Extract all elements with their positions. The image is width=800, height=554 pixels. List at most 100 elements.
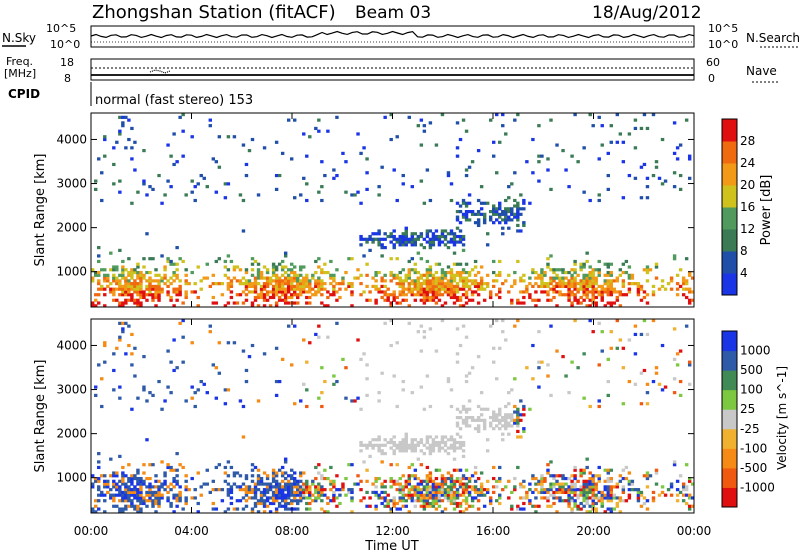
velocity-cell	[449, 501, 454, 506]
velocity-cell	[148, 482, 152, 486]
power-cell	[217, 257, 222, 261]
power-cell	[621, 279, 626, 283]
velocity-cell	[582, 485, 586, 489]
power-cell	[317, 290, 321, 294]
velocity-cell	[452, 443, 457, 447]
velocity-cell	[645, 402, 650, 406]
velocity-cell	[214, 366, 219, 370]
power-cell	[130, 126, 134, 131]
power-cell	[467, 284, 472, 288]
velocity-cell	[223, 479, 228, 483]
velocity-cell	[338, 488, 342, 492]
power-cell	[510, 182, 514, 186]
power-cell	[383, 293, 387, 297]
velocity-cell	[498, 465, 502, 470]
velocity-cell	[416, 499, 421, 503]
velocity-cell	[223, 465, 228, 470]
power-cell	[100, 287, 104, 291]
power-cell	[579, 284, 583, 288]
power-cell	[133, 290, 137, 294]
power-cell	[591, 298, 595, 302]
velocity-cell	[97, 460, 101, 464]
power-cell	[241, 143, 246, 147]
power-cell	[491, 207, 496, 211]
power-cell	[305, 290, 309, 294]
power-cell	[516, 229, 520, 233]
power-cell	[401, 268, 405, 272]
velocity-cell	[323, 488, 327, 492]
velocity-cell	[127, 343, 131, 348]
power-cell	[211, 282, 216, 286]
power-cell	[627, 273, 632, 277]
velocity-cell	[479, 418, 484, 422]
velocity-cell	[546, 499, 550, 503]
velocity-cell	[684, 463, 689, 467]
power-cell	[383, 298, 387, 302]
velocity-cell	[419, 490, 424, 494]
power-cell	[130, 157, 134, 161]
velocity-cell	[389, 319, 393, 323]
power-cell	[389, 113, 393, 117]
power-cell	[407, 115, 411, 119]
velocity-cell	[570, 474, 574, 478]
velocity-cell	[323, 379, 327, 384]
power-cell	[467, 201, 472, 205]
velocity-cell	[169, 468, 173, 472]
velocity-cell	[573, 504, 577, 508]
power-cell	[437, 237, 442, 241]
velocity-cell	[618, 510, 623, 514]
power-cell	[118, 287, 122, 291]
velocity-cell	[413, 499, 418, 503]
velocity-cell	[458, 410, 463, 414]
power-cell	[609, 262, 613, 266]
velocity-cell	[606, 357, 610, 361]
power-cell	[678, 268, 683, 272]
power-cell	[642, 268, 647, 272]
power-cell	[452, 273, 457, 277]
velocity-cell	[410, 474, 415, 478]
power-cell	[570, 284, 574, 288]
velocity-cell	[121, 476, 125, 481]
power-cell	[166, 293, 170, 297]
velocity-cell	[163, 474, 167, 478]
power-cell	[522, 273, 526, 277]
power-cell	[606, 173, 610, 178]
power-cell	[476, 210, 481, 214]
velocity-cell	[124, 507, 128, 511]
power-cell	[675, 146, 680, 150]
velocity-cell	[461, 499, 466, 503]
power-cell	[383, 232, 387, 236]
velocity-cell	[603, 488, 607, 492]
power-cell	[235, 293, 240, 297]
power-cell	[142, 295, 146, 300]
velocity-cell	[491, 418, 496, 422]
velocity-cell	[419, 479, 424, 483]
velocity-cell	[103, 341, 107, 345]
velocity-cell	[130, 488, 134, 492]
velocity-cell	[142, 499, 146, 503]
velocity-cell	[615, 504, 620, 508]
velocity-cell	[293, 490, 297, 494]
power-cell	[687, 176, 692, 180]
power-cell	[546, 284, 550, 288]
power-cell	[356, 190, 360, 194]
velocity-cell	[172, 476, 176, 481]
velocity-cell	[356, 396, 360, 400]
velocity-cell	[627, 482, 632, 486]
power-cell	[440, 234, 445, 239]
velocity-cell	[558, 499, 562, 503]
velocity-cell	[401, 496, 405, 500]
velocity-cell	[443, 490, 448, 494]
power-cell	[452, 276, 457, 280]
velocity-cell	[419, 438, 424, 442]
power-cell	[540, 268, 544, 272]
velocity-cell	[371, 482, 375, 486]
velocity-cell	[323, 468, 327, 472]
velocity-cell	[121, 496, 125, 500]
power-cell	[392, 298, 396, 302]
velocity-cell	[488, 499, 493, 503]
power-cell	[446, 171, 451, 175]
power-cell	[630, 276, 635, 280]
power-cell	[470, 212, 475, 216]
power-cell	[293, 290, 297, 294]
